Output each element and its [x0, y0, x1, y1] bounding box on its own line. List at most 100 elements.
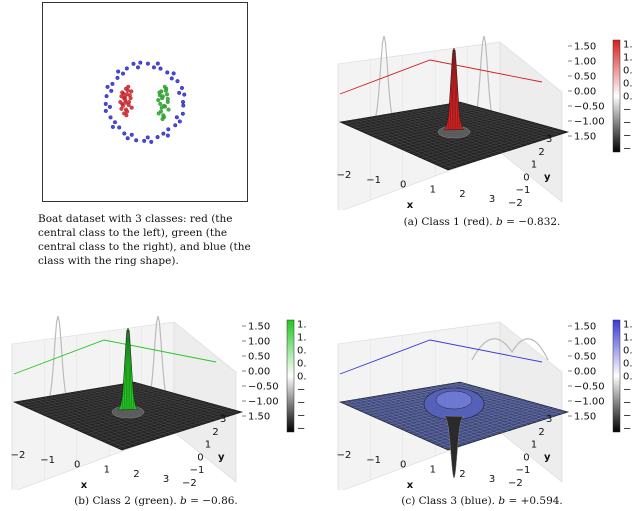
- mesh-line: [454, 102, 564, 134]
- dataset-caption: Boat dataset with 3 classes: red (the ce…: [38, 213, 251, 267]
- colorbar-tick-label: −0.4: [623, 105, 632, 116]
- colorbar-tick-label: −1.6: [623, 144, 632, 155]
- z-tick-label: 1.00: [248, 337, 270, 348]
- z-tick-label: 0.00: [574, 367, 596, 378]
- scatter-point-green: [165, 96, 170, 102]
- mesh-line: [438, 409, 560, 447]
- peak-mesh-line: [123, 329, 128, 411]
- peak-mesh-line: [451, 49, 454, 131]
- scatter-point-red: [122, 95, 127, 100]
- scatter-point-blue: [174, 115, 179, 120]
- colorbar-tick-label: 0.8: [297, 346, 306, 357]
- scatter-point-green: [164, 92, 170, 97]
- scatter-point-blue: [135, 65, 141, 70]
- colorbar-tick-label: 0.0: [297, 372, 306, 383]
- y-tick-label: 2: [538, 427, 544, 438]
- x-tick-label: 2: [133, 469, 139, 480]
- z-tick-label: −1.00: [248, 397, 279, 408]
- mesh-line: [117, 410, 238, 449]
- colorbar-tick-label: 1.2: [297, 333, 306, 344]
- x-tick-label: 1: [104, 464, 110, 475]
- caption-a-b-symbol: b: [495, 216, 503, 228]
- colorbar-tick-label: 1.6: [623, 40, 632, 51]
- scatter-point-blue: [181, 103, 186, 108]
- caption-a-text: (a) Class 1 (red).: [403, 216, 493, 228]
- mesh-line: [443, 130, 564, 169]
- mesh-line: [443, 410, 564, 449]
- caption-b-b-value: = −0.86.: [190, 495, 238, 507]
- x-tick-label: 3: [489, 474, 495, 485]
- colorbar-tick-label: 0.4: [623, 359, 632, 370]
- scatter-point-green: [157, 93, 162, 98]
- scatter-point-red: [123, 100, 128, 105]
- scatter-point-blue: [138, 60, 143, 65]
- mesh-line: [444, 104, 554, 137]
- colorbar-tick-label: −1.2: [623, 411, 632, 422]
- y-tick-label: −1: [516, 465, 531, 476]
- scatter-point-blue: [122, 131, 127, 136]
- scatter-point-green: [166, 107, 171, 112]
- scatter-point-blue: [145, 61, 150, 66]
- scatter-point-blue: [124, 66, 129, 71]
- caption-c-b-value: = +0.594.: [508, 495, 563, 507]
- y-tick-label: 1: [531, 440, 537, 451]
- x-tick-label: 0: [400, 180, 406, 191]
- caption-a: (a) Class 1 (red). b = −0.832.: [332, 215, 632, 229]
- scatter-point-blue: [158, 66, 163, 71]
- scatter-point-blue: [134, 138, 139, 143]
- z-tick-label: 0.00: [574, 87, 596, 98]
- scatter-point-red: [124, 113, 129, 118]
- mesh-line: [449, 383, 559, 416]
- scatter-point-blue: [104, 94, 109, 99]
- colorbar-tick-label: 0.8: [623, 346, 632, 357]
- z-tick-label: −1.00: [574, 117, 605, 128]
- y-tick-label: 3: [220, 414, 226, 425]
- caption-b: (b) Class 2 (green). b = −0.86.: [6, 494, 306, 508]
- x-tick-label: −2: [11, 450, 26, 461]
- y-tick-label: 1: [531, 160, 537, 171]
- x-tick-label: 3: [163, 474, 169, 485]
- scatter-point-blue: [103, 108, 108, 113]
- y-tick-label: −1: [516, 185, 531, 196]
- ring-bump-top: [435, 390, 473, 410]
- colorbar-tick-label: −0.8: [297, 398, 306, 409]
- y-tick-label: −2: [508, 198, 523, 209]
- scatter-point-green: [156, 98, 161, 103]
- scatter-point-blue: [110, 124, 115, 129]
- z-tick-label: 1.50: [248, 322, 270, 333]
- scatter-point-blue: [180, 99, 186, 105]
- x-tick-label: −2: [337, 170, 352, 181]
- y-tick-label: 0: [523, 172, 529, 183]
- y-tick-label: 3: [546, 134, 552, 145]
- colorbar-tick-label: −0.4: [623, 385, 632, 396]
- peak-mesh-line: [125, 329, 128, 411]
- scatter-point-blue: [110, 81, 115, 86]
- scatter-point-blue: [105, 84, 110, 89]
- z-tick-label: 1.00: [574, 57, 596, 68]
- projection-line: [339, 59, 543, 95]
- z-tick-label: 0.50: [574, 72, 596, 83]
- dataset-scatter-panel: [42, 2, 248, 202]
- colorbar: [612, 39, 621, 153]
- z-tick-label: −0.50: [574, 102, 605, 113]
- colorbar-tick-label: 0.0: [623, 372, 632, 383]
- z-tick-label: 1.50: [574, 412, 596, 423]
- colorbar-tick-label: −1.6: [623, 424, 632, 435]
- colorbar-tick-label: 0.0: [623, 92, 632, 103]
- scatter-point-blue: [165, 133, 170, 138]
- peak-mesh-line: [454, 49, 459, 131]
- scatter-point-blue: [108, 115, 113, 120]
- caption-c-text: (c) Class 3 (blue).: [401, 495, 496, 507]
- projection-line: [13, 339, 217, 375]
- scatter-point-green: [159, 89, 164, 94]
- scatter-point-blue: [169, 76, 174, 81]
- scatter-point-blue: [177, 90, 182, 95]
- caption-b-b-symbol: b: [180, 495, 187, 507]
- scatter-point-blue: [149, 139, 154, 144]
- colorbar-tick-label: −1.2: [623, 131, 632, 142]
- scatter-point-red: [127, 93, 132, 98]
- scatter-point-red: [129, 105, 134, 110]
- colorbar-tick-label: −0.8: [623, 118, 632, 129]
- scatter-point-blue: [112, 120, 118, 125]
- x-tick-label: 1: [430, 184, 436, 195]
